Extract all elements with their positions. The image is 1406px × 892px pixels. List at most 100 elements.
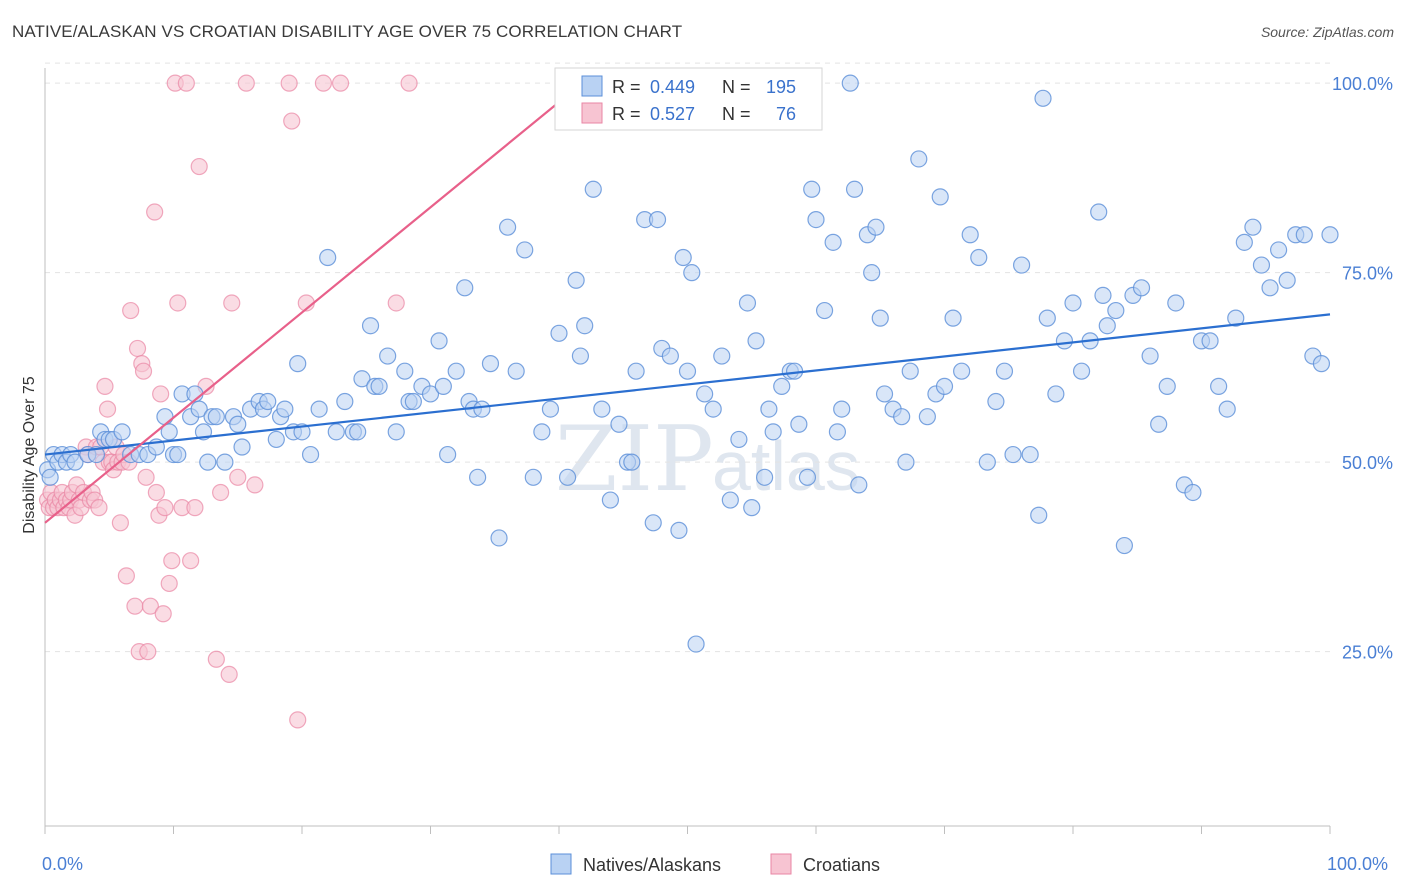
natives-point [310, 400, 328, 418]
gridlines [45, 62, 1330, 653]
natives-point [893, 408, 911, 426]
y-tick-label: 50.0% [1342, 453, 1393, 473]
natives-point [995, 362, 1014, 380]
natives-point [524, 468, 542, 486]
legend-r-label-croatians: R = [612, 104, 641, 124]
croatians-point [141, 597, 159, 615]
croatians-point [111, 514, 129, 532]
natives-point [871, 309, 889, 327]
natives-point [1098, 317, 1116, 335]
croatians-point [96, 377, 114, 395]
natives-point [41, 468, 59, 486]
croatians-point [207, 650, 225, 668]
natives-point [156, 408, 174, 426]
natives-point [190, 400, 208, 418]
natives-point [730, 430, 748, 449]
natives-point [918, 408, 936, 426]
croatians-point [128, 339, 147, 358]
natives-point [841, 74, 859, 92]
natives-point [387, 423, 405, 441]
natives-point [683, 264, 701, 282]
natives-point [910, 150, 928, 168]
croatians-point [314, 74, 333, 92]
natives-point [336, 392, 354, 411]
natives-point [845, 180, 864, 198]
croatians-point [163, 552, 181, 570]
natives-point [1150, 415, 1168, 433]
natives-point [233, 438, 251, 456]
croatians-point [146, 203, 164, 221]
natives-point [760, 400, 778, 418]
natives-point [1034, 89, 1052, 107]
natives-point [550, 324, 568, 342]
croatians-point [223, 294, 241, 312]
croatians-point [117, 567, 135, 585]
natives-point [490, 529, 508, 547]
natives-point [267, 430, 285, 449]
natives-point [439, 445, 457, 464]
natives-point [1210, 377, 1228, 395]
natives-point [961, 226, 979, 244]
x-tick-label-max: 100.0% [1327, 854, 1388, 874]
natives-point [738, 294, 757, 312]
croatians-point [154, 605, 172, 623]
croatians-point [331, 74, 350, 92]
legend-r-value-croatians: 0.527 [650, 104, 695, 124]
croatians-point [283, 112, 301, 130]
natives-point [803, 180, 821, 198]
croatians-point [237, 74, 255, 92]
natives-point [807, 211, 825, 229]
legend-n-label-croatians: N = [722, 104, 751, 124]
natives-point [1141, 347, 1159, 365]
croatians-point [90, 499, 108, 517]
bottom-legend-swatch-natives [550, 853, 572, 875]
chart-title: NATIVE/ALASKAN VS CROATIAN DISABILITY AG… [12, 22, 683, 41]
legend-swatch-croatians [581, 102, 603, 124]
natives-point [1167, 294, 1185, 312]
natives-point [1321, 226, 1339, 244]
natives-point [404, 392, 422, 411]
natives-point [216, 453, 234, 471]
natives-point [696, 385, 714, 403]
natives-point [473, 400, 491, 418]
natives-point [1312, 355, 1331, 373]
natives-point [1115, 536, 1134, 555]
croatians-point [147, 483, 165, 502]
natives-point [447, 362, 465, 380]
natives-point [601, 491, 620, 509]
natives-point [790, 415, 808, 433]
natives-point [229, 415, 247, 433]
croatians-point [190, 157, 208, 176]
natives-point [421, 385, 440, 403]
natives-point [867, 218, 885, 236]
source-label: Source: ZipAtlas.com [1260, 24, 1394, 40]
natives-point [764, 423, 782, 441]
y-tick-label: 25.0% [1342, 643, 1393, 663]
natives-point [396, 362, 414, 380]
croatians-point [126, 597, 144, 615]
natives-point [160, 423, 178, 441]
croatians-point [246, 476, 264, 494]
natives-point [66, 453, 84, 471]
croatians-point [139, 643, 157, 661]
croatians-point [220, 665, 238, 684]
natives-point [207, 408, 225, 426]
natives-point [661, 347, 679, 365]
natives-point [687, 635, 705, 653]
natives-point [469, 468, 487, 486]
y-tick-label: 100.0% [1332, 74, 1393, 94]
natives-point [610, 415, 628, 433]
croatians-point [122, 301, 140, 320]
natives-point [1072, 362, 1091, 380]
natives-point [1132, 279, 1151, 297]
legend-n-label-natives: N = [722, 77, 751, 97]
natives-point [319, 248, 337, 267]
natives-point [327, 423, 345, 441]
natives-point [169, 445, 187, 464]
natives-trendline [44, 313, 1331, 456]
natives-point [678, 362, 697, 380]
series-legend: Natives/Alaskans Croatians [550, 853, 880, 875]
natives-point [627, 362, 645, 380]
croatians-point [98, 400, 117, 418]
natives-point [1227, 309, 1245, 327]
